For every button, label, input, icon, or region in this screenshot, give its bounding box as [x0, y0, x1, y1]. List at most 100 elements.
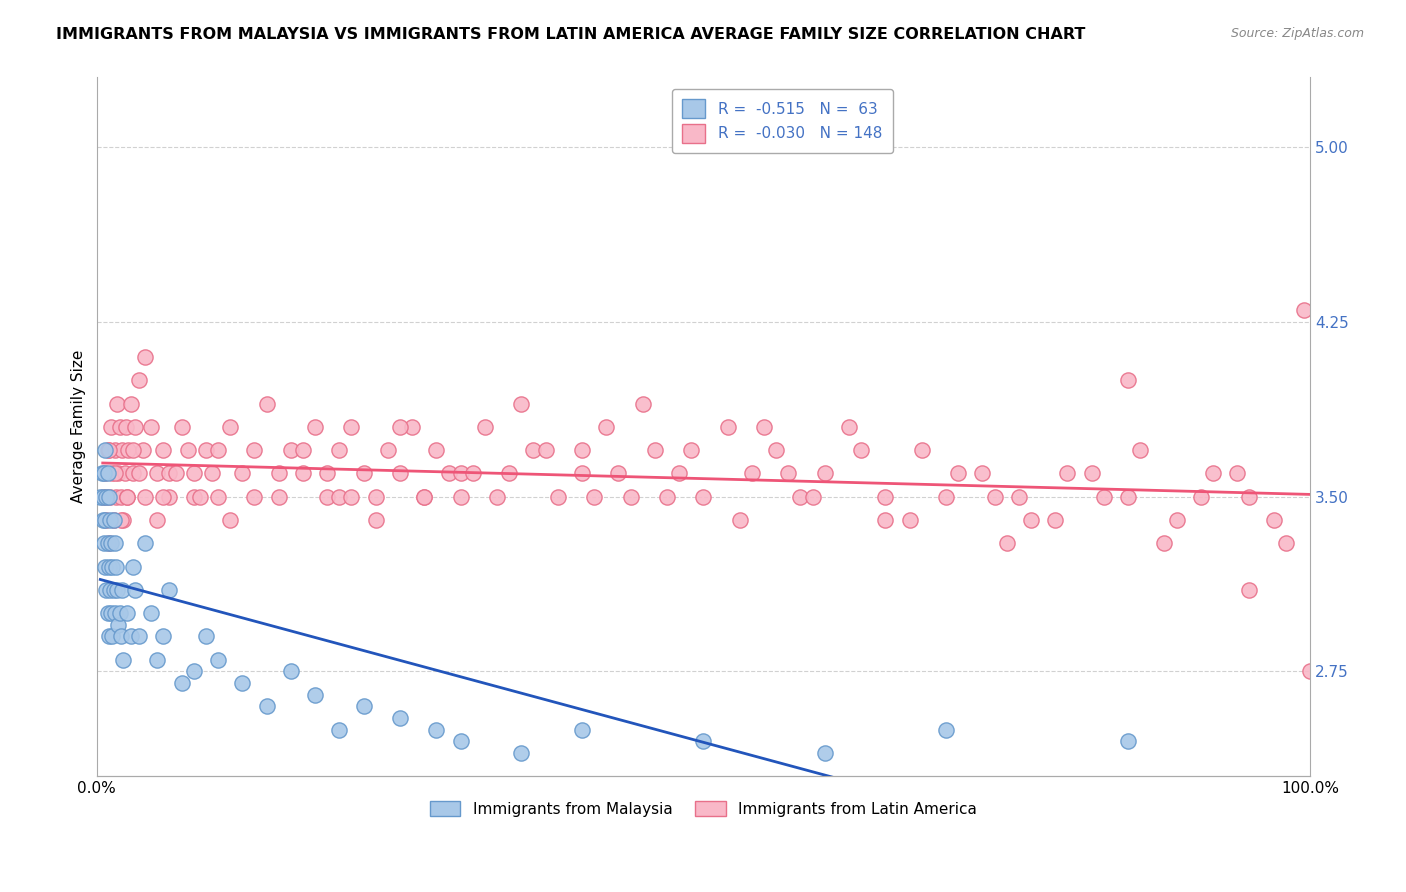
Point	[128, 467, 150, 481]
Point	[304, 419, 326, 434]
Point	[948, 467, 970, 481]
Point	[1263, 513, 1285, 527]
Point	[159, 582, 181, 597]
Point	[450, 734, 472, 748]
Point	[107, 617, 129, 632]
Point	[935, 490, 957, 504]
Point	[90, 467, 112, 481]
Point	[450, 490, 472, 504]
Point	[96, 513, 118, 527]
Point	[1239, 582, 1261, 597]
Point	[389, 711, 412, 725]
Point	[94, 443, 117, 458]
Point	[413, 490, 436, 504]
Point	[111, 443, 134, 458]
Point	[619, 490, 641, 504]
Point	[778, 467, 800, 481]
Point	[141, 419, 163, 434]
Point	[461, 467, 484, 481]
Point	[100, 606, 122, 620]
Point	[112, 653, 135, 667]
Point	[115, 490, 138, 504]
Point	[510, 746, 533, 760]
Point	[115, 490, 138, 504]
Point	[103, 513, 125, 527]
Point	[1116, 734, 1139, 748]
Point	[256, 699, 278, 714]
Point	[110, 629, 132, 643]
Point	[100, 419, 122, 434]
Point	[875, 513, 897, 527]
Point	[1080, 467, 1102, 481]
Point	[124, 582, 146, 597]
Point	[117, 443, 139, 458]
Point	[534, 443, 557, 458]
Point	[280, 665, 302, 679]
Point	[128, 373, 150, 387]
Point	[911, 443, 934, 458]
Point	[364, 513, 387, 527]
Point	[291, 467, 314, 481]
Legend: Immigrants from Malaysia, Immigrants from Latin America: Immigrants from Malaysia, Immigrants fro…	[422, 793, 984, 824]
Point	[1189, 490, 1212, 504]
Point	[94, 513, 117, 527]
Point	[146, 513, 169, 527]
Point	[104, 467, 127, 481]
Point	[122, 559, 145, 574]
Point	[983, 490, 1005, 504]
Point	[972, 467, 994, 481]
Point	[101, 559, 124, 574]
Point	[98, 490, 121, 504]
Point	[875, 490, 897, 504]
Point	[165, 467, 187, 481]
Point	[1226, 467, 1249, 481]
Point	[353, 699, 375, 714]
Point	[115, 606, 138, 620]
Point	[328, 443, 350, 458]
Point	[849, 443, 872, 458]
Point	[94, 559, 117, 574]
Point	[105, 582, 128, 597]
Point	[97, 536, 120, 550]
Point	[97, 443, 120, 458]
Point	[1275, 536, 1298, 550]
Point	[183, 665, 205, 679]
Point	[120, 396, 142, 410]
Point	[291, 443, 314, 458]
Point	[91, 490, 114, 504]
Point	[328, 490, 350, 504]
Point	[644, 443, 666, 458]
Point	[340, 490, 363, 504]
Point	[134, 536, 156, 550]
Point	[91, 513, 114, 527]
Point	[595, 419, 617, 434]
Point	[112, 513, 135, 527]
Point	[789, 490, 811, 504]
Point	[1299, 665, 1322, 679]
Point	[1292, 303, 1315, 318]
Point	[107, 467, 129, 481]
Point	[104, 536, 127, 550]
Point	[188, 490, 211, 504]
Point	[364, 490, 387, 504]
Point	[583, 490, 606, 504]
Point	[97, 536, 120, 550]
Point	[93, 467, 115, 481]
Point	[194, 629, 217, 643]
Point	[1202, 467, 1225, 481]
Point	[108, 606, 131, 620]
Point	[146, 467, 169, 481]
Point	[838, 419, 860, 434]
Point	[340, 419, 363, 434]
Point	[110, 490, 132, 504]
Point	[110, 513, 132, 527]
Text: Source: ZipAtlas.com: Source: ZipAtlas.com	[1230, 27, 1364, 40]
Point	[101, 629, 124, 643]
Point	[668, 467, 690, 481]
Point	[486, 490, 509, 504]
Point	[152, 443, 174, 458]
Point	[1045, 513, 1067, 527]
Point	[450, 467, 472, 481]
Point	[631, 396, 654, 410]
Point	[207, 653, 229, 667]
